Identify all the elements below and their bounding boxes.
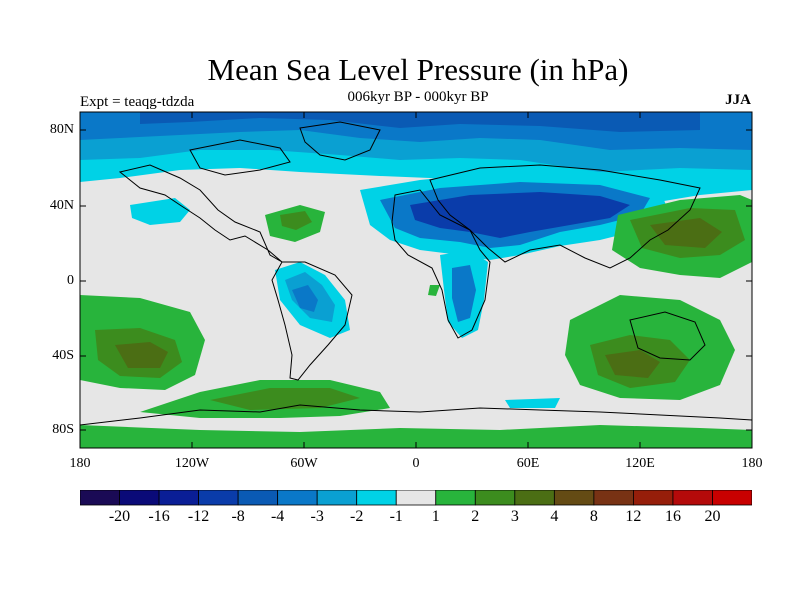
africa-low-core — [452, 265, 476, 322]
colorbar-swatch — [672, 490, 713, 506]
lon-label-120e: 120E — [625, 456, 655, 471]
colorbar-label: -4 — [270, 508, 285, 525]
lon-label-180e: 180 — [741, 456, 763, 471]
colorbar-swatch — [237, 490, 279, 506]
south-atlantic-green — [428, 285, 440, 296]
colorbar-label: -2 — [350, 508, 364, 525]
colorbar-swatch — [119, 490, 160, 506]
colorbar-swatch — [474, 490, 516, 506]
colorbar-label: -1 — [389, 508, 403, 525]
lon-label-60w: 60W — [290, 456, 318, 471]
colorbar-label: -12 — [187, 508, 210, 525]
experiment-label: Expt = teaqg-tdzda — [80, 94, 195, 110]
colorbar-label: -3 — [310, 508, 324, 525]
samerica-low-core — [292, 285, 318, 312]
colorbar-label: -16 — [148, 508, 170, 525]
colorbar-swatch — [633, 490, 674, 506]
colorbar-label: 20 — [704, 508, 721, 525]
colorbar-swatch — [80, 490, 120, 506]
colorbar-swatch — [356, 490, 397, 506]
lat-label-80s: 80S — [52, 422, 74, 437]
lat-label-40s: 40S — [52, 348, 74, 363]
colorbar-label: 3 — [510, 508, 519, 525]
colorbar-swatch — [277, 490, 318, 506]
colorbar-swatch — [553, 490, 595, 506]
lon-label-60e: 60E — [516, 456, 540, 471]
colorbar-label: -20 — [108, 508, 131, 525]
arctic-low-core — [140, 112, 700, 132]
lon-label-180w: 180 — [69, 456, 91, 471]
colorbar-label: -8 — [231, 508, 245, 525]
colorbar-swatch — [712, 490, 752, 506]
colorbar-label: 4 — [550, 508, 559, 525]
colorbar-swatch — [158, 490, 199, 506]
southern-ocean-high-2 — [210, 388, 360, 410]
chart-subtitle: 006kyr BP - 000kyr BP — [347, 89, 489, 105]
colorbar-swatch — [435, 490, 476, 506]
season-label: JJA — [725, 92, 751, 108]
colorbar-label: 12 — [625, 508, 642, 525]
colorbar-label: 2 — [471, 508, 480, 525]
coastlines — [80, 121, 752, 426]
colorbar-swatch — [395, 490, 437, 506]
lon-label-0: 0 — [412, 456, 420, 471]
indian-ocean-high-3 — [605, 350, 660, 378]
north-atlantic-high-2 — [280, 211, 312, 230]
chart-title: Mean Sea Level Pressure (in hPa) — [207, 52, 629, 87]
colorbar-label: 8 — [589, 508, 598, 525]
west-pacific-high-3 — [650, 218, 722, 248]
colorbar-swatch — [593, 490, 634, 506]
colorbar-swatch — [316, 490, 358, 506]
colorbar-label: 16 — [664, 508, 681, 525]
colorbar-swatch — [514, 490, 555, 506]
colorbar-swatch — [198, 490, 239, 506]
south-pacific-high-3 — [115, 342, 168, 368]
axis-ticks — [79, 112, 753, 448]
colorbar-label: 1 — [431, 508, 440, 525]
antarctica-high — [80, 425, 752, 448]
antarctic-cyan — [505, 398, 560, 408]
north-pacific-cyan — [130, 198, 190, 225]
lat-label-0: 0 — [67, 273, 74, 288]
lat-label-40n: 40N — [49, 198, 74, 213]
lat-label-80n: 80N — [49, 122, 74, 137]
lon-label-120w: 120W — [174, 456, 210, 471]
colorbar — [80, 490, 752, 506]
